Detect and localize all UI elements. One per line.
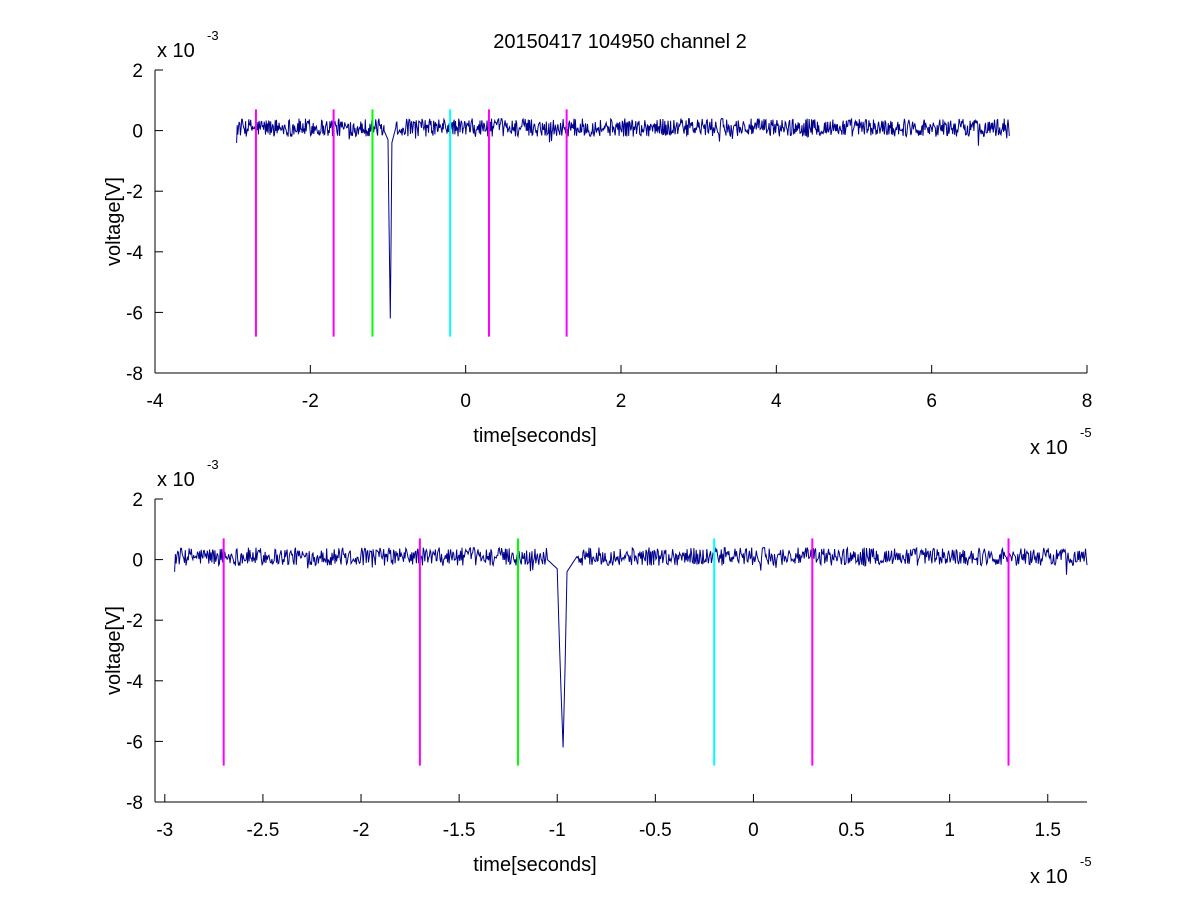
y-tick-label: -4: [126, 243, 143, 264]
x-tick-label: 6: [926, 391, 937, 412]
y-tick-label: 0: [132, 122, 143, 143]
y-axis-exponent: -3: [207, 457, 219, 472]
x-axis-label: time[seconds]: [473, 854, 596, 876]
x-tick-label: 0: [748, 820, 759, 841]
y-axis-label: voltage[V]: [103, 177, 125, 266]
x-tick-label: 4: [771, 391, 782, 412]
y-tick-label: -2: [126, 182, 143, 203]
x-axis-multiplier: x 10: [1030, 437, 1068, 459]
top-plot: -8 -6 -4 -2 0 2 -4 -2 0 2 4 6 8 time[seconds] voltage[…: [103, 28, 1092, 459]
y-axis-multiplier: x 10: [157, 40, 195, 62]
x-tick-label: 1.5: [1035, 820, 1061, 841]
y-axis-multiplier: x 10: [157, 469, 195, 491]
x-tick-label: -2: [353, 820, 370, 841]
x-tick-label: -1.5: [443, 820, 476, 841]
x-tick-label: 1: [944, 820, 955, 841]
x-axis-exponent: -5: [1080, 854, 1092, 869]
y-tick-label: -6: [126, 732, 143, 753]
figure-title: 20150417 104950 channel 2: [493, 31, 747, 53]
y-tick-label: 0: [132, 551, 143, 572]
x-tick-label: -2: [302, 391, 319, 412]
y-tick-label: -8: [126, 364, 143, 385]
x-tick-label: 0: [460, 391, 471, 412]
y-axis-exponent: -3: [207, 28, 219, 43]
x-tick-label: 0.5: [838, 820, 864, 841]
x-tick-label: -4: [147, 391, 164, 412]
y-tick-label: -2: [126, 611, 143, 632]
x-axis-label: time[seconds]: [473, 425, 596, 447]
x-axis-exponent: -5: [1080, 425, 1092, 440]
x-tick-label: -2.5: [247, 820, 280, 841]
voltage-trace: [174, 546, 1088, 748]
x-tick-label: 2: [616, 391, 627, 412]
x-tick-label: -1: [549, 820, 566, 841]
y-tick-label: 2: [132, 490, 143, 511]
voltage-trace: [236, 117, 1010, 319]
y-axis-label: voltage[V]: [103, 606, 125, 695]
x-tick-label: 8: [1082, 391, 1093, 412]
x-tick-label: -3: [156, 820, 173, 841]
y-tick-label: -8: [126, 793, 143, 814]
x-axis-multiplier: x 10: [1030, 866, 1068, 888]
y-tick-label: 2: [132, 61, 143, 82]
bottom-plot: -8 -6 -4 -2 0 2 -3 -2.5 -2 -1.5 -1 -0.5 0 0.5 1 1.5 time…: [103, 457, 1092, 888]
y-tick-label: -4: [126, 672, 143, 693]
x-tick-label: -0.5: [639, 820, 672, 841]
y-tick-label: -6: [126, 303, 143, 324]
